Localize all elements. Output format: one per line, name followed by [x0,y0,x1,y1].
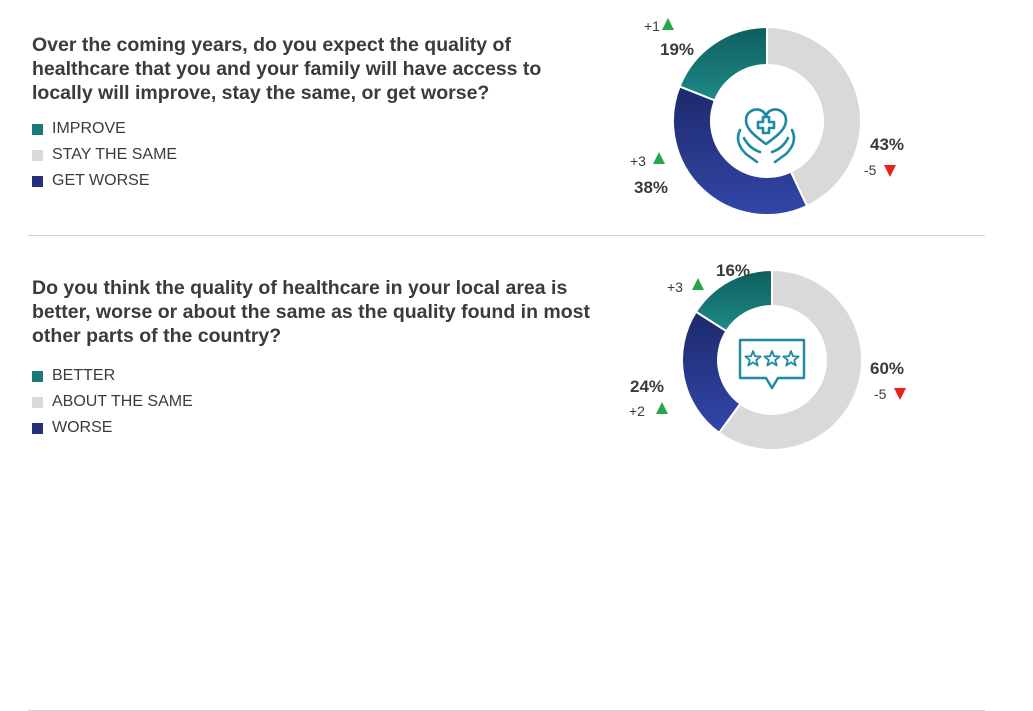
legend-label: GET WORSE [52,172,150,189]
change-label-worse: +2 [629,403,645,419]
up-arrow-icon [662,18,674,30]
donut-chart-2: 16% +3 60% -5 24% +2 [629,261,906,451]
question-text: Over the coming years, do you expect the… [32,34,542,104]
legend-swatch-grey [32,396,43,408]
legend-item-better: BETTER [32,363,193,389]
legend-item-worse: GET WORSE [32,168,177,194]
down-arrow-icon [894,388,906,400]
change-label-improve: +1 [644,18,660,34]
percent-label-worse: 38% [634,178,668,197]
section-divider [28,235,985,236]
change-label-same: -5 [864,162,877,178]
up-arrow-icon [692,278,704,290]
donut-slice-same [766,25,862,208]
down-arrow-icon [884,165,896,177]
legend-swatch-grey [32,149,43,161]
legend-item-same: ABOUT THE SAME [32,389,193,415]
percent-label-improve: 19% [660,40,694,59]
legend-swatch-teal [32,123,43,135]
star-icon [744,350,762,367]
legend-label: BETTER [52,367,116,384]
donut-slice-worse [672,85,809,216]
star-icon [782,350,800,367]
change-label-better: +3 [667,279,683,295]
donut-chart-1: +1 19% 43% -5 +3 38% [630,18,904,216]
three-star-rating-icon [738,338,806,390]
percent-label-better: 16% [716,261,750,280]
legend-label: WORSE [52,419,113,436]
question-section-2: Do you think the quality of healthcare i… [0,238,1033,711]
legend-item-same: STAY THE SAME [32,142,177,168]
question-section-1: Over the coming years, do you expect the… [0,0,1033,238]
up-arrow-icon [656,402,668,414]
legend-swatch-navy [32,175,43,187]
percent-label-worse: 24% [630,377,664,396]
up-arrow-icon [653,152,665,164]
legend-item-worse: WORSE [32,415,193,441]
legend-swatch-teal [32,370,43,382]
heart-hands-cross-icon [736,108,796,164]
legend-item-improve: IMPROVE [32,116,177,142]
percent-label-same: 60% [870,359,904,378]
legend-swatch-navy [32,422,43,434]
donut-slice-better [694,268,773,333]
donut-slice-worse [681,310,742,435]
legend: IMPROVE STAY THE SAME GET WORSE [32,116,177,194]
change-label-same: -5 [874,386,887,402]
star-icon [763,350,781,367]
question-text: Do you think the quality of healthcare i… [32,277,591,347]
legend-label: ABOUT THE SAME [52,393,193,410]
legend: BETTER ABOUT THE SAME WORSE [32,363,193,441]
donut-slice-improve [678,25,768,102]
legend-label: STAY THE SAME [52,146,178,163]
legend-label: IMPROVE [52,120,126,137]
change-label-worse: +3 [630,153,646,169]
percent-label-same: 43% [870,135,904,154]
donut-slices [681,268,863,451]
donut-slice-same [717,268,863,451]
donut-slices [672,25,862,216]
